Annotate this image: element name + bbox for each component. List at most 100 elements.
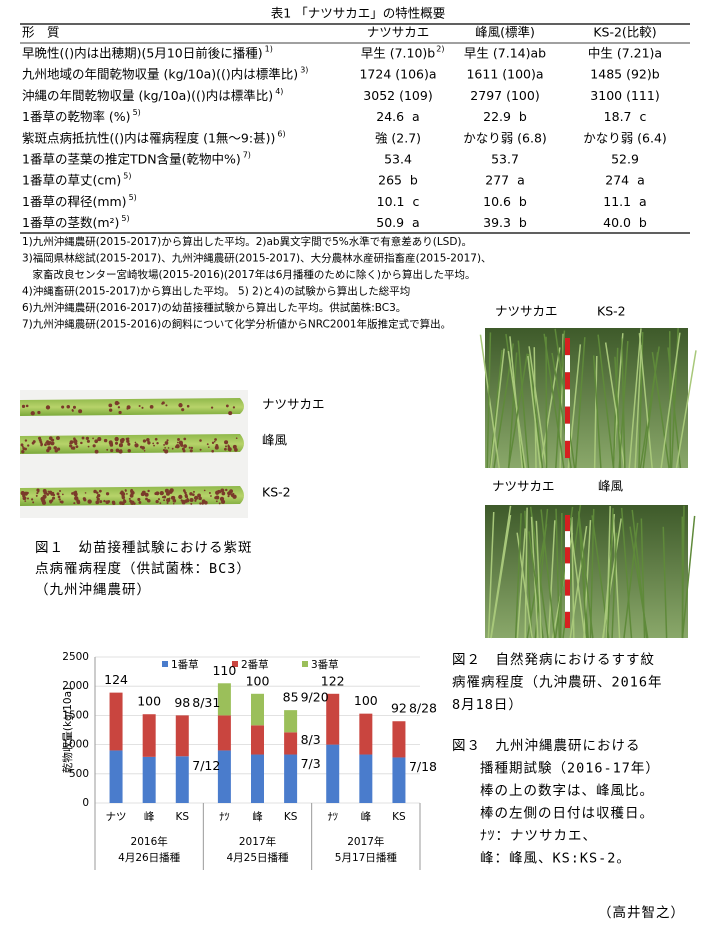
legend-label: 2番草 (241, 659, 269, 671)
lesion (229, 449, 232, 452)
table-caption: 表1 「ナツサカエ」の特性概要 (271, 6, 445, 21)
footnote-mark: 5) (121, 214, 129, 223)
lesion (36, 492, 39, 495)
cell: 24.6 a (376, 109, 419, 124)
pole (565, 338, 570, 356)
x-tick-label: ﾅﾂ (327, 811, 338, 823)
group-label: 4月25日播種 (226, 851, 289, 864)
lesion (190, 446, 194, 450)
grass-blade (593, 355, 598, 469)
lesion (147, 441, 151, 445)
lesion (96, 496, 99, 499)
lesion (37, 411, 41, 415)
leaf (20, 434, 244, 454)
lesion (71, 409, 74, 412)
grass-blade (529, 506, 549, 639)
bar-segment (175, 715, 189, 757)
group-label: 2017年 (239, 835, 276, 848)
lesion (144, 492, 149, 497)
lesion (117, 406, 121, 409)
ratio-label: 100 (354, 693, 378, 708)
bar-segment (251, 725, 264, 755)
lesion (74, 496, 79, 501)
grass-blade (554, 328, 576, 469)
lesion (51, 438, 55, 442)
lesion (32, 440, 36, 444)
lesion (115, 448, 120, 453)
lesion (227, 491, 232, 496)
lesion (189, 449, 193, 453)
grass-blade (628, 328, 642, 469)
lesion (213, 440, 216, 443)
cell: 274 a (605, 173, 644, 188)
lesion (214, 438, 217, 441)
caption: （九州沖縄農研） (35, 582, 151, 598)
grass-blade (597, 334, 615, 469)
lesion (80, 441, 83, 445)
lesion (225, 445, 228, 448)
lesion (69, 440, 73, 444)
cell: 早生 (7.10)b (361, 46, 436, 61)
lesion (25, 404, 29, 408)
note: 6)九州沖縄農研(2016-2017)の幼苗接種試験から算出した平均。供試菌株:… (22, 301, 406, 314)
cell: かなり弱 (6.4) (583, 130, 667, 145)
grass-blade (620, 507, 633, 639)
lesion (73, 439, 78, 444)
lesion (37, 490, 40, 493)
bar-segment (326, 744, 340, 803)
lesion (134, 441, 137, 444)
lesion (110, 448, 114, 453)
grass-blade (611, 532, 618, 639)
grass-blade (640, 518, 646, 639)
bar-segment (326, 693, 340, 745)
y-tick-label: 1000 (62, 739, 89, 751)
lesion (172, 502, 175, 505)
table-header: ナツサカエ (367, 25, 430, 40)
cell: 中生 (7.21)a (588, 46, 662, 61)
pole (565, 372, 570, 390)
lesion (199, 502, 202, 505)
caption: 8月18日） (452, 697, 523, 713)
photo-label: ナツサカエ (495, 304, 558, 319)
grass-blade (555, 330, 566, 469)
footnote-mark: 5) (129, 193, 137, 202)
row-label: 早晩性(()内は出穂期)(5月10日前後に播種) (22, 46, 263, 61)
grass-blade (507, 353, 529, 469)
lesion (94, 439, 99, 444)
lesion (138, 404, 141, 407)
legend-swatch (162, 661, 168, 667)
grass-blade (527, 355, 542, 469)
bar-segment (109, 750, 123, 803)
lesion (75, 445, 79, 449)
caption: 図２ 自然発病におけるすす紋 (452, 651, 655, 668)
lesion (141, 406, 144, 409)
note: 7)九州沖縄農研(2015-2016)の飼料について化学分析値からNRC2001… (22, 318, 451, 331)
lesion (203, 500, 208, 505)
grass-blade (479, 334, 500, 469)
row-label: 1番草の稈径(mm) (22, 194, 127, 209)
lesion (118, 410, 122, 415)
pole (565, 406, 570, 424)
bar-segment (359, 754, 373, 803)
lesion (41, 444, 43, 446)
lesion (180, 499, 183, 502)
lesion (20, 491, 25, 496)
grass-blade (681, 505, 685, 639)
lesion (48, 441, 52, 445)
lesion (159, 502, 162, 505)
lesion (103, 438, 108, 443)
lesion (54, 449, 58, 453)
lesion (199, 439, 202, 442)
cell: 1485 (92)b (590, 67, 659, 82)
bar-segment (251, 693, 264, 726)
legend-label: 1番草 (171, 659, 199, 671)
lesion (166, 439, 169, 442)
table-header: KS-2(比較) (593, 25, 656, 40)
lesion (178, 403, 183, 408)
bar-segment (392, 757, 406, 803)
lesion (92, 444, 96, 448)
lesion (45, 405, 51, 410)
pole (565, 355, 570, 373)
lesion (134, 443, 139, 448)
bar-segment (284, 732, 298, 755)
